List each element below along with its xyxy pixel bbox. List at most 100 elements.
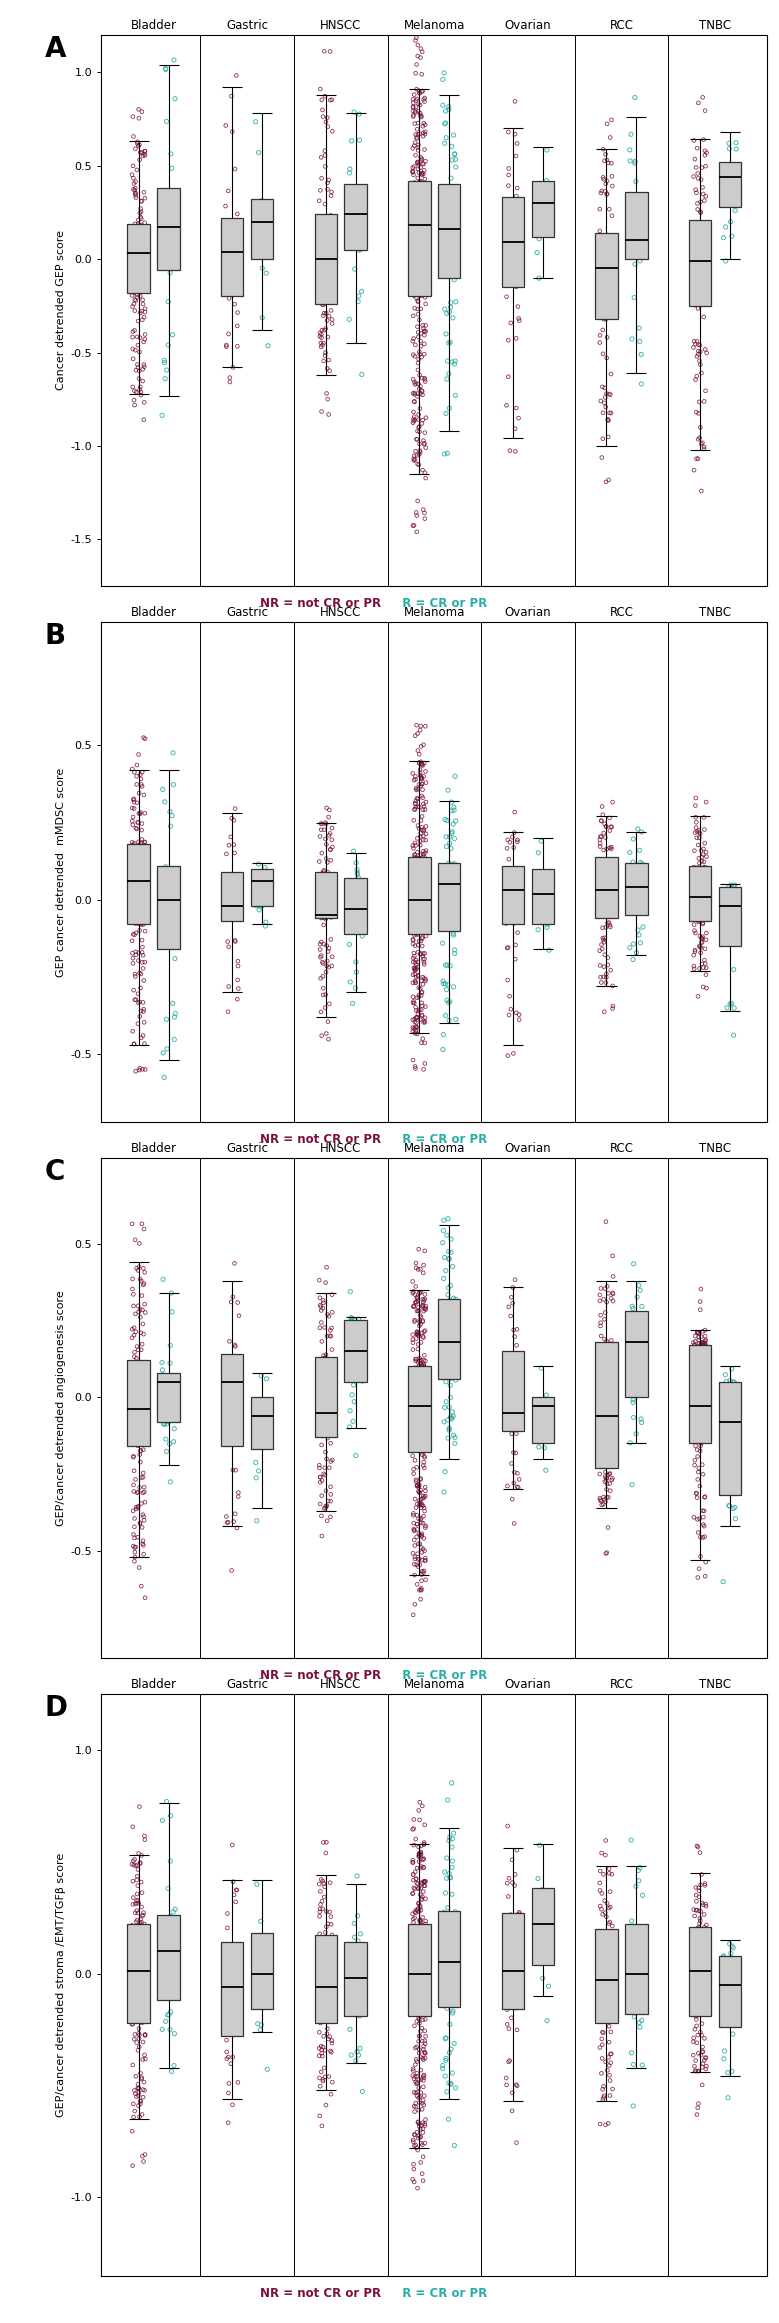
Point — [167, 913, 179, 950]
Point — [132, 1385, 145, 1422]
Point — [413, 2070, 425, 2107]
Point — [126, 246, 139, 283]
Point — [325, 1475, 337, 1512]
Point — [512, 913, 524, 950]
Point — [449, 757, 461, 794]
Point — [693, 256, 706, 293]
Point — [633, 2005, 646, 2042]
Point — [412, 969, 425, 1006]
Point — [696, 232, 708, 269]
Point — [412, 883, 425, 920]
Point — [325, 230, 337, 267]
Point — [133, 913, 146, 950]
Point — [698, 890, 710, 927]
Point — [412, 1935, 425, 1972]
Point — [411, 787, 424, 825]
Point — [156, 2012, 168, 2049]
Point — [413, 409, 425, 446]
Bar — [315, 871, 337, 918]
Point — [416, 920, 428, 957]
Point — [129, 1461, 142, 1498]
Point — [160, 1382, 173, 1419]
Point — [416, 771, 428, 808]
Point — [317, 98, 330, 135]
Point — [414, 1487, 426, 1524]
Point — [326, 1391, 339, 1429]
Point — [316, 899, 329, 936]
Point — [414, 1422, 427, 1459]
Point — [439, 105, 452, 142]
Point — [511, 894, 523, 932]
Point — [420, 1350, 432, 1387]
Point — [443, 1352, 456, 1389]
Point — [319, 1457, 331, 1494]
Point — [445, 1923, 457, 1961]
Point — [326, 1294, 339, 1331]
Point — [419, 286, 432, 323]
Point — [319, 869, 332, 906]
Point — [132, 2014, 145, 2051]
Point — [131, 258, 143, 295]
Point — [128, 1847, 140, 1884]
Point — [697, 1324, 710, 1361]
Point — [626, 883, 638, 920]
Point — [411, 128, 424, 165]
Point — [323, 857, 335, 894]
Point — [415, 901, 428, 938]
Point — [316, 883, 329, 920]
Point — [597, 1856, 610, 1893]
Point — [128, 1452, 140, 1489]
Point — [256, 1958, 268, 1995]
Point — [443, 2035, 456, 2072]
Point — [411, 195, 423, 232]
Point — [315, 1343, 328, 1380]
Point — [126, 1977, 139, 2014]
Point — [318, 1865, 330, 1903]
Point — [258, 1385, 270, 1422]
Point — [626, 1299, 638, 1336]
Point — [414, 1380, 426, 1417]
Bar — [344, 184, 367, 251]
Point — [412, 105, 425, 142]
Point — [418, 871, 430, 908]
Point — [413, 1835, 425, 1872]
Point — [318, 1942, 330, 1979]
Point — [137, 1475, 150, 1512]
Point — [420, 913, 432, 950]
Point — [407, 1921, 420, 1958]
Point — [414, 1426, 426, 1463]
Point — [411, 1566, 424, 1603]
Point — [134, 969, 146, 1006]
Point — [697, 1422, 710, 1459]
Point — [417, 1487, 429, 1524]
Point — [418, 2028, 430, 2065]
Point — [407, 1921, 419, 1958]
Bar — [531, 869, 554, 925]
Point — [130, 351, 143, 388]
Point — [598, 279, 611, 316]
Point — [129, 237, 142, 274]
Point — [258, 880, 270, 918]
Point — [699, 2040, 711, 2077]
Point — [439, 908, 451, 945]
Point — [603, 1854, 615, 1891]
Point — [694, 409, 707, 446]
Point — [448, 260, 460, 297]
Point — [418, 1371, 430, 1408]
Point — [414, 230, 426, 267]
Point — [446, 792, 458, 829]
Point — [446, 1247, 459, 1285]
Point — [133, 1968, 146, 2005]
Point — [696, 839, 708, 876]
Point — [414, 843, 427, 880]
Point — [410, 221, 422, 258]
Point — [352, 283, 365, 321]
Point — [231, 1285, 244, 1322]
Point — [693, 2086, 705, 2123]
Point — [510, 2065, 523, 2102]
Point — [407, 1041, 419, 1078]
Point — [414, 1903, 427, 1940]
Point — [511, 125, 523, 163]
Point — [417, 402, 429, 439]
Point — [418, 425, 431, 462]
